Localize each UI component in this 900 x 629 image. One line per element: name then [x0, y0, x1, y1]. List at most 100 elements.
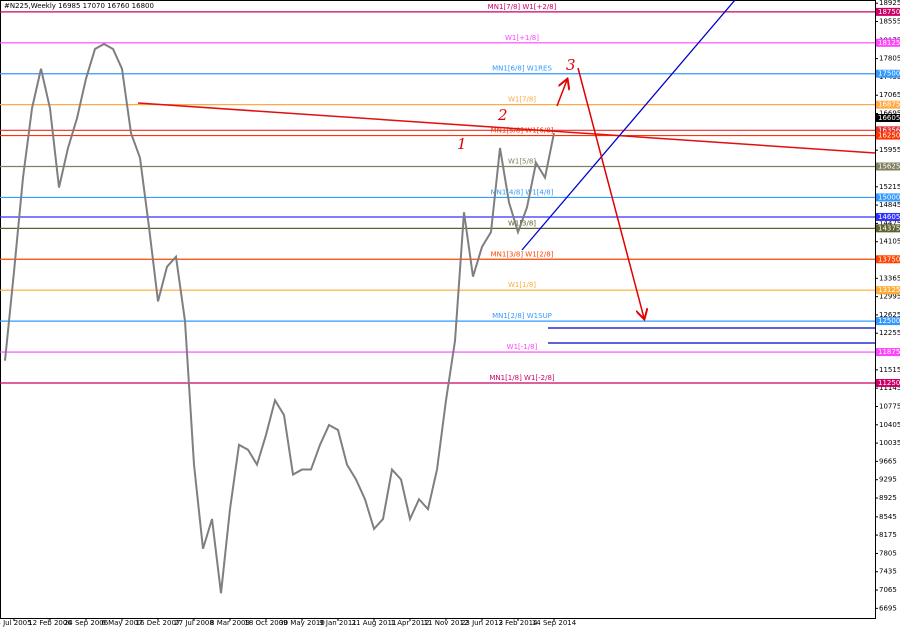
level-price-box [876, 100, 900, 109]
level-price-label: 18125 [878, 39, 900, 47]
x-tick-label: 27 Jul 2008 [174, 619, 214, 627]
arrow [577, 67, 644, 318]
level-price-box [876, 212, 900, 221]
y-tick-label: 11145 [879, 384, 900, 392]
level-price-box [876, 193, 900, 202]
level-price-box [876, 255, 900, 264]
y-tick-label: 8925 [879, 494, 897, 502]
x-tick-label: 14 Sep 2014 [532, 619, 577, 627]
level-label: W1[1/8] [508, 281, 536, 289]
y-tick-label: 18925 [879, 0, 900, 7]
arrow [556, 80, 567, 107]
x-tick-label: 1 Apr 2012 [391, 619, 430, 627]
level-price-label: 16875 [878, 101, 900, 109]
level-label: W1[-1/8] [507, 343, 538, 351]
level-price-box [876, 378, 900, 387]
level-price-box [876, 38, 900, 47]
level-label: MN1[7/8] W1[+2/8] [488, 3, 557, 11]
trend-line [521, 0, 736, 251]
level-price-box [876, 131, 900, 140]
y-tick-label: 9665 [879, 457, 897, 465]
y-tick-label: 10035 [879, 439, 900, 447]
level-price-label: 13750 [878, 255, 900, 263]
y-tick-label: 17805 [879, 55, 900, 63]
y-tick-label: 13365 [879, 274, 900, 282]
x-tick-label: 11 Nov 2012 [424, 619, 469, 627]
x-tick-label: 9 Jan 2011 [319, 619, 357, 627]
level-label: MN1[3/8] W1[2/8] [491, 250, 554, 258]
level-price-label: 14605 [878, 213, 900, 221]
y-tick-label: 16695 [879, 110, 900, 118]
y-tick-label: 17065 [879, 91, 900, 99]
level-price-label: 13125 [878, 286, 900, 294]
x-tick-label: 3 Jul 2005 [0, 619, 32, 627]
x-tick-label: 2 Feb 2014 [498, 619, 538, 627]
y-tick-label: 12625 [879, 311, 900, 319]
x-tick-label: 18 Oct 2009 [244, 619, 287, 627]
level-label: W1[7/8] [508, 96, 536, 104]
level-price-box [876, 7, 900, 16]
level-price-label: 11875 [878, 348, 900, 356]
level-label: MN1[6/8] W1RES [492, 65, 552, 73]
y-tick-label: 12995 [879, 293, 900, 301]
level-price-box [876, 69, 900, 78]
level-price-label: 11250 [878, 379, 900, 387]
level-price-label: 16356 [878, 126, 900, 134]
level-price-box [876, 126, 900, 135]
y-tick-label: 9295 [879, 476, 897, 484]
y-tick-label: 8175 [879, 531, 897, 539]
y-tick-label: 6695 [879, 604, 897, 612]
trend-line [137, 102, 876, 154]
level-price-box [876, 348, 900, 357]
y-tick-label: 10405 [879, 421, 900, 429]
level-label: MN1[2/8] W1SUP [492, 312, 552, 320]
plot-area [0, 0, 876, 619]
x-tick-label: 12 Feb 2006 [28, 619, 72, 627]
x-tick-label: 8 Mar 2009 [210, 619, 250, 627]
level-label: W1[+1/8] [505, 34, 539, 42]
chart-title: #N225,Weekly 16985 17070 16760 16800 [4, 2, 154, 10]
level-label: W1[5/8] [508, 157, 536, 165]
y-tick-label: 7805 [879, 549, 897, 557]
y-tick-label: 14845 [879, 201, 900, 209]
level-price-label: 17500 [878, 70, 900, 78]
level-price-label: 12500 [878, 317, 900, 325]
y-tick-label: 8545 [879, 513, 897, 521]
current-price-label: 16605 [878, 114, 900, 122]
y-tick-label: 14475 [879, 219, 900, 227]
annotation: 2 [497, 106, 508, 124]
level-label: MN1[4/8] W1[4/8] [491, 188, 554, 196]
level-price-box [876, 286, 900, 295]
annotation: 3 [566, 56, 576, 74]
level-price-label: 15000 [878, 193, 900, 201]
price-axis: 1892518555181751780517435170651669516325… [875, 0, 900, 612]
level-label: MN1[5/8] W1[6/8] [491, 127, 554, 135]
price-line [4, 42, 555, 594]
current-price-box [876, 114, 900, 123]
y-tick-label: 7435 [879, 568, 897, 576]
x-tick-label: 30 May 2010 [279, 619, 325, 627]
x-tick-label: 24 Sep 2006 [64, 619, 109, 627]
level-price-box [876, 162, 900, 171]
level-price-label: 15625 [878, 162, 900, 170]
y-tick-label: 12255 [879, 329, 900, 337]
level-price-box [876, 317, 900, 326]
x-tick-label: 6 May 2007 [101, 619, 142, 627]
y-tick-label: 10775 [879, 402, 900, 410]
price-series [4, 42, 555, 594]
x-tick-label: 16 Dec 2007 [136, 619, 181, 627]
y-tick-label: 15215 [879, 183, 900, 191]
level-price-label: 14375 [878, 224, 900, 232]
level-price-box [876, 224, 900, 233]
level-price-label: 16250 [878, 132, 900, 140]
y-tick-label: 14105 [879, 238, 900, 246]
annotation: 1 [457, 135, 467, 153]
x-tick-label: 23 Jun 2013 [461, 619, 503, 627]
level-price-label: 18750 [878, 8, 900, 16]
y-tick-label: 15955 [879, 146, 900, 154]
y-tick-label: 18555 [879, 18, 900, 26]
level-label: MN1[1/8] W1[-2/8] [489, 374, 555, 382]
y-tick-label: 11515 [879, 366, 900, 374]
